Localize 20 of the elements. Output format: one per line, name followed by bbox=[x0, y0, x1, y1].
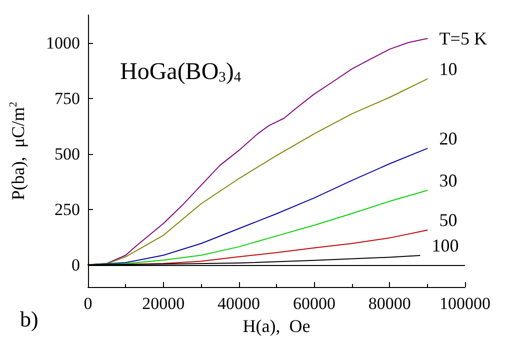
x-tick-label: 80000 bbox=[368, 294, 411, 313]
series-label: 20 bbox=[439, 128, 458, 148]
x-tick-label: 40000 bbox=[218, 294, 260, 313]
series-label: 50 bbox=[439, 210, 458, 230]
series-label: 100 bbox=[432, 235, 459, 256]
series-label: 10 bbox=[439, 58, 458, 79]
x-tick-label: 60000 bbox=[292, 294, 336, 313]
y-tick-label: 500 bbox=[54, 144, 80, 164]
series-label: 30 bbox=[439, 170, 458, 190]
y-tick-label: 0 bbox=[72, 255, 80, 274]
y-tick-label: 1000 bbox=[46, 33, 80, 52]
y-axis-title: P(ba), μC/m2 bbox=[8, 102, 28, 200]
y-tick-label: 750 bbox=[54, 88, 80, 108]
text: b) bbox=[20, 306, 38, 332]
x-axis-title: H(a), Oe bbox=[242, 316, 310, 336]
x-tick-label: 20000 bbox=[142, 294, 185, 313]
x-tick-label: 100000 bbox=[440, 294, 490, 313]
x-tick-label: 0 bbox=[84, 294, 92, 313]
series-label: T=5 K bbox=[439, 28, 487, 49]
y-tick-label: 250 bbox=[54, 200, 80, 219]
